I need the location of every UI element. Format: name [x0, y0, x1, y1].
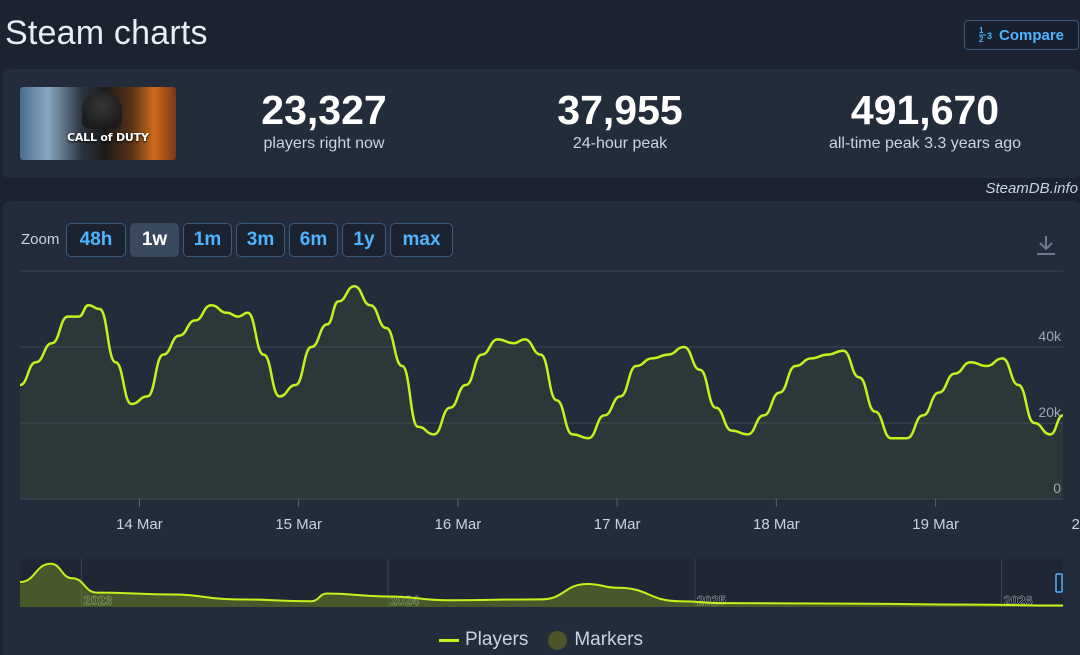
zoom-max-button[interactable]: max — [390, 223, 453, 257]
stat-all-time-peak: 491,670 all-time peak 3.3 years ago — [795, 87, 1055, 155]
zoom-48h-button[interactable]: 48h — [66, 223, 126, 257]
players-area — [20, 286, 1063, 499]
navigator-line — [19, 562, 1064, 607]
stat-label: players right now — [263, 135, 385, 152]
zoom-1y-button[interactable]: 1y — [342, 223, 386, 257]
soldier-figure — [82, 91, 122, 129]
x-tick-label: 20 Mar — [1072, 516, 1080, 533]
steamdb-credit-link[interactable]: SteamDB.info — [985, 180, 1078, 197]
navigator-area — [20, 563, 1063, 607]
navigator-handle[interactable] — [1055, 573, 1063, 593]
legend-players[interactable]: Players — [465, 629, 529, 650]
x-tick-label: 17 Mar — [594, 516, 641, 533]
compare-label: Compare — [998, 26, 1065, 44]
chart-panel: Zoom 48h 1w 1m 3m 6m 1y max 0 20k 40k 14 Ma… — [3, 201, 1080, 655]
chart-legend: Players Markers — [439, 629, 643, 651]
y-tick-label: 40k — [1038, 328, 1062, 344]
download-icon[interactable] — [1034, 233, 1058, 257]
stat-value: 37,955 — [557, 87, 683, 133]
zoom-1w-button[interactable]: 1w — [130, 223, 179, 257]
y-tick-label: 0 — [1053, 480, 1061, 496]
fraction-icon: 1 2 3 — [978, 25, 993, 45]
zoom-1m-button[interactable]: 1m — [183, 223, 232, 257]
svg-text:1: 1 — [979, 26, 984, 35]
markers-legend-swatch — [548, 630, 568, 650]
svg-text:2: 2 — [979, 35, 984, 43]
stat-value: 491,670 — [850, 87, 1000, 133]
zoom-6m-button[interactable]: 6m — [289, 223, 338, 257]
x-tick-label: 15 Mar — [275, 516, 322, 533]
stat-value: 23,327 — [261, 87, 387, 133]
stat-current-players: 23,327 players right now — [224, 87, 424, 155]
navigator-year-label: 2023 — [83, 593, 112, 608]
game-cover-image[interactable]: CALL of DUTY — [20, 87, 176, 160]
y-tick-label: 20k — [1038, 404, 1062, 420]
x-tick-label: 18 Mar — [753, 516, 800, 533]
zoom-3m-button[interactable]: 3m — [236, 223, 285, 257]
legend-markers[interactable]: Markers — [574, 629, 643, 650]
navigator-year-label: 2025 — [697, 593, 726, 608]
x-tick-label: 19 Mar — [912, 516, 959, 533]
game-logo: CALL of DUTY — [67, 131, 149, 144]
players-legend-swatch — [439, 638, 459, 642]
player-count-chart[interactable]: 0 20k 40k 14 Mar 15 Mar 16 Mar 17 Mar 18 Mar 19 … — [3, 201, 1080, 621]
svg-text:3: 3 — [987, 31, 992, 41]
page-title: Steam charts — [5, 14, 208, 52]
stat-24h-peak: 37,955 24-hour peak — [520, 87, 720, 155]
compare-button[interactable]: 1 2 3 Compare — [964, 20, 1079, 50]
x-tick-label: 16 Mar — [435, 516, 482, 533]
stat-label: all-time peak 3.3 years ago — [828, 135, 1022, 152]
stat-label: 24-hour peak — [572, 135, 668, 152]
stats-panel: CALL of DUTY 23,327 players right now 37… — [3, 69, 1080, 178]
x-tick-label: 14 Mar — [116, 516, 163, 533]
zoom-label: Zoom — [21, 231, 60, 248]
